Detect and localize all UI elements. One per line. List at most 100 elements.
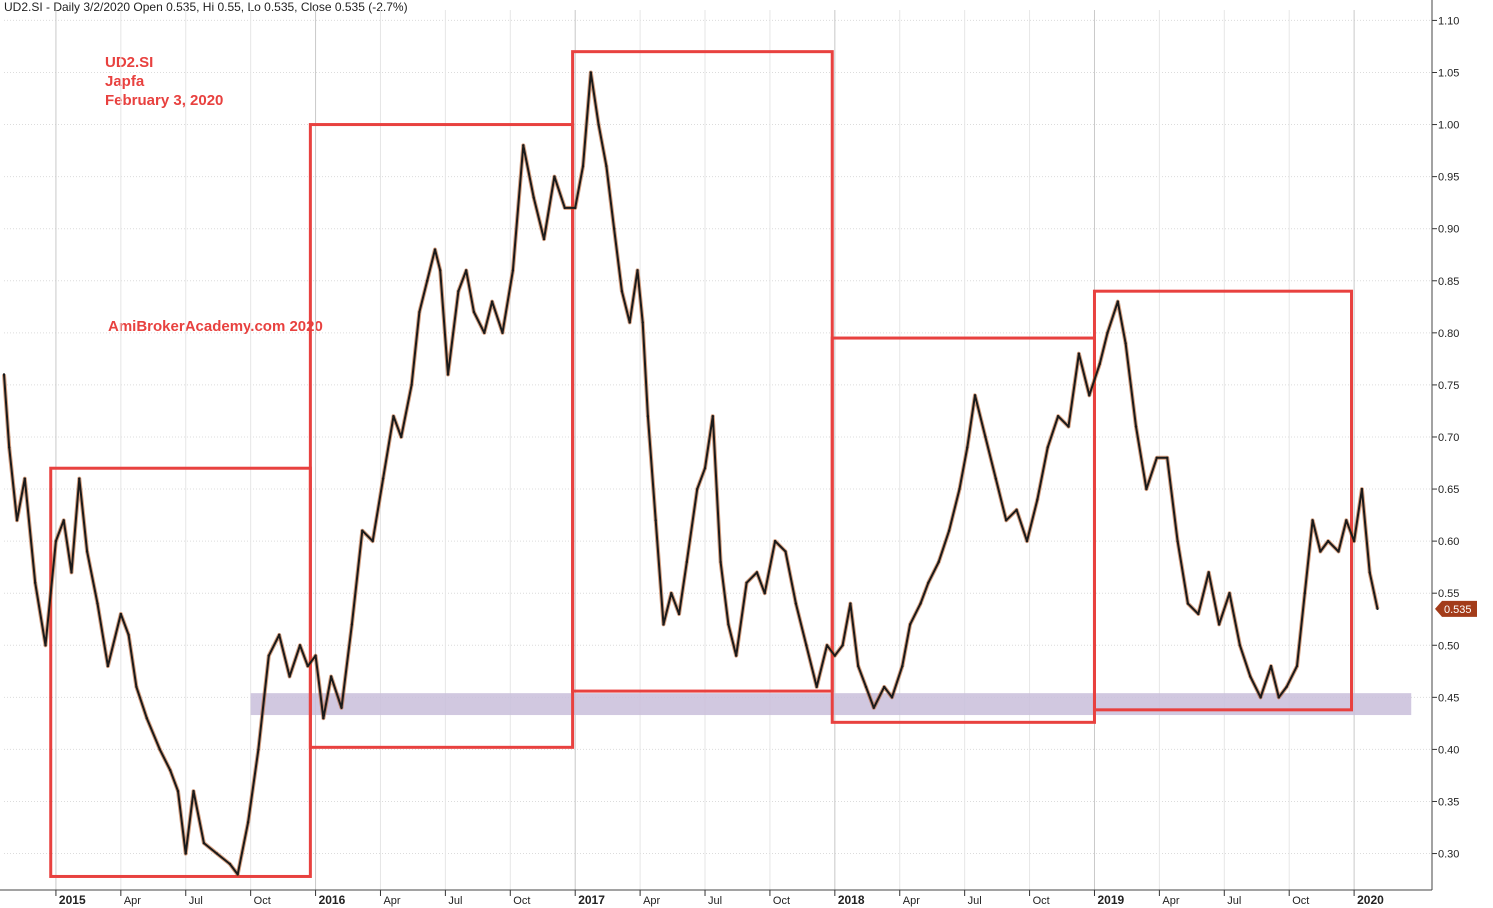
- price-point: [1134, 425, 1138, 428]
- price-point: [966, 446, 969, 449]
- y-tick-label: 0.75: [1438, 380, 1459, 392]
- price-point: [563, 206, 567, 210]
- price-point: [864, 685, 868, 689]
- price-point: [192, 789, 195, 793]
- x-tick-label: Jul: [189, 895, 203, 907]
- price-point: [44, 644, 47, 647]
- price-point: [168, 769, 172, 772]
- y-tick-label: 0.35: [1438, 796, 1459, 808]
- price-point: [1197, 612, 1200, 616]
- last-price-tag: 0.535: [1435, 600, 1477, 617]
- price-point: [641, 321, 644, 324]
- price-point: [2, 373, 6, 376]
- price-point: [1303, 591, 1306, 595]
- price-point: [1360, 487, 1364, 491]
- y-tick-label: 1.10: [1438, 15, 1459, 27]
- price-line: [3, 71, 1379, 876]
- price-point: [719, 560, 722, 564]
- price-series: [2, 70, 1380, 877]
- price-point: [1088, 394, 1091, 397]
- price-point: [176, 789, 180, 793]
- price-point: [33, 581, 37, 584]
- price-point: [1352, 539, 1356, 543]
- price-point: [677, 612, 681, 616]
- price-point: [1015, 508, 1018, 512]
- price-point: [589, 71, 592, 74]
- price-point: [973, 394, 977, 397]
- price-point: [711, 414, 715, 418]
- price-point: [1176, 539, 1179, 543]
- price-point: [1285, 685, 1288, 689]
- price-point: [1056, 414, 1060, 418]
- y-tick-label: 1.00: [1438, 120, 1459, 132]
- price-point: [85, 550, 89, 553]
- price-point: [1124, 342, 1127, 345]
- price-point: [158, 748, 161, 751]
- price-point: [433, 248, 437, 251]
- price-point: [685, 560, 689, 564]
- grid-lines: [4, 10, 1432, 890]
- price-point: [1077, 352, 1081, 355]
- price-point: [70, 571, 73, 574]
- x-tick-label: Jul: [708, 895, 722, 907]
- range-boxes: [49, 50, 1354, 878]
- y-tick-label: 0.85: [1438, 276, 1459, 288]
- price-point: [426, 279, 429, 282]
- price-point: [1145, 487, 1148, 491]
- y-tick-label: 0.80: [1438, 328, 1459, 340]
- price-point: [927, 581, 930, 584]
- price-point: [1249, 675, 1252, 678]
- price-point: [135, 685, 138, 689]
- price-point: [919, 602, 922, 605]
- price-point: [1155, 456, 1158, 460]
- price-point: [654, 519, 657, 522]
- chart-header: UD2.SI - Daily 3/2/2020 Open 0.535, Hi 0…: [4, 0, 408, 14]
- x-tick-label: 2020: [1357, 893, 1384, 907]
- x-tick-label: Apr: [124, 895, 141, 907]
- x-tick-label: 2017: [578, 893, 605, 907]
- price-point: [703, 467, 707, 470]
- price-point: [908, 623, 912, 626]
- price-point: [745, 581, 748, 584]
- price-point: [490, 300, 494, 303]
- company-label: Japfa: [105, 73, 145, 90]
- price-point: [1259, 696, 1262, 699]
- price-point: [457, 289, 460, 293]
- price-point: [581, 165, 585, 168]
- price-point: [202, 841, 206, 845]
- x-tick-label: 2018: [838, 893, 865, 907]
- y-tick-label: 0.90: [1438, 224, 1459, 236]
- price-point: [361, 529, 364, 532]
- x-tick-label: Jul: [1227, 895, 1241, 907]
- price-point: [340, 706, 343, 709]
- price-point: [119, 612, 123, 616]
- price-point: [1277, 696, 1281, 699]
- price-point: [574, 206, 577, 210]
- x-tick-label: Oct: [254, 895, 271, 907]
- price-point: [755, 571, 759, 574]
- price-point: [438, 269, 442, 272]
- price-point: [257, 748, 260, 751]
- y-tick-label: 0.45: [1438, 692, 1459, 704]
- price-point: [314, 654, 317, 657]
- x-tick-label: Apr: [643, 895, 660, 907]
- price-point: [1046, 446, 1049, 449]
- price-candle-shadow: [2, 70, 1380, 877]
- x-tick-label: Jul: [968, 895, 982, 907]
- price-point: [1106, 331, 1109, 335]
- price-point: [1311, 519, 1314, 522]
- price-point: [734, 654, 738, 657]
- price-point: [7, 446, 11, 449]
- price-point: [1116, 300, 1120, 303]
- price-point: [612, 227, 616, 230]
- price-point: [1238, 644, 1242, 647]
- price-point: [145, 716, 148, 720]
- range-box: [830, 336, 1096, 724]
- watermark-label: AmiBrokerAcademy.com 2020: [108, 318, 323, 335]
- price-point: [901, 664, 904, 668]
- price-point: [833, 654, 837, 657]
- x-tick-label: 2019: [1097, 893, 1124, 907]
- price-point: [882, 685, 886, 689]
- y-tick-label: 0.40: [1438, 744, 1459, 756]
